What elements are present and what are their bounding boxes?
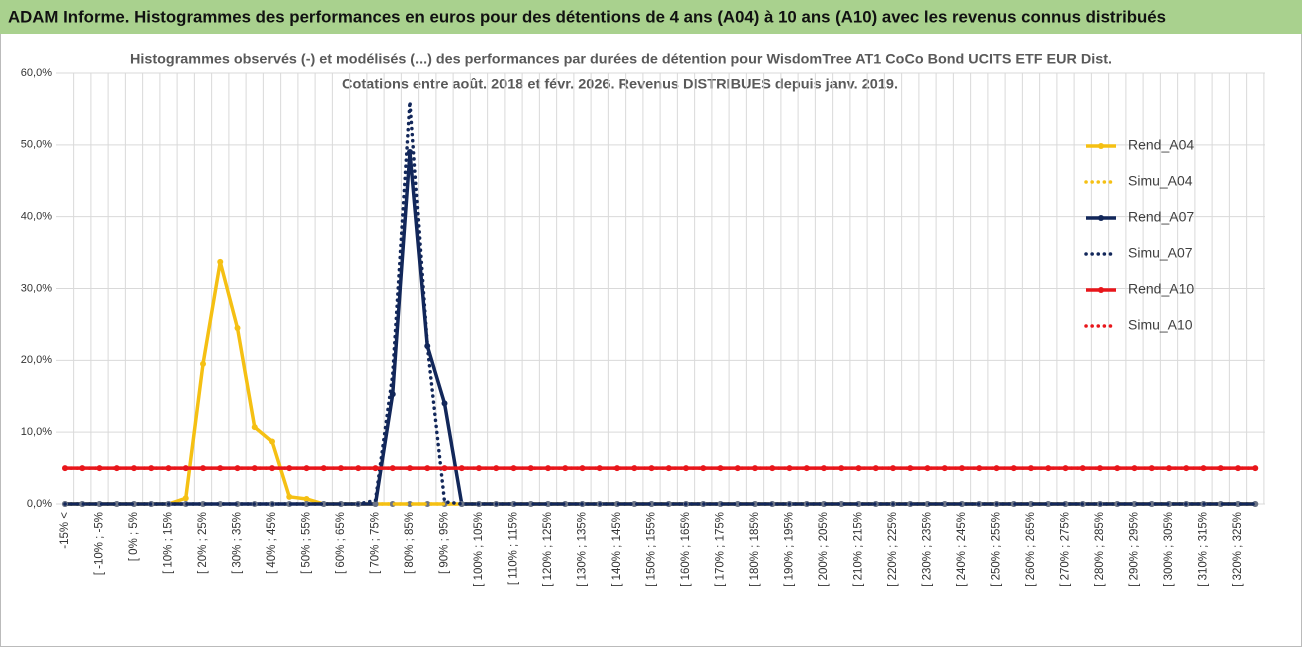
point [320,465,327,472]
point [1235,501,1241,507]
x-tick-label: [ 120% ; 125% [542,512,554,587]
point [734,501,741,507]
x-tick-label: [ 300% ; 305% [1163,512,1175,587]
point [303,465,310,472]
legend-marker [1098,287,1104,293]
point [941,501,948,507]
point [1010,465,1017,472]
y-tick-label: 60,0% [21,67,52,79]
x-tick-label: [ 80% ; 85% [404,512,416,574]
x-tick-label: [ 180% ; 185% [749,512,761,587]
point [614,465,620,472]
legend-marker [1098,143,1104,149]
x-tick-label: [ 240% ; 245% [956,512,968,587]
point [838,501,845,507]
x-tick-label: [ 260% ; 265% [1025,512,1037,587]
x-tick-label: [ 170% ; 175% [715,512,727,587]
point [269,438,275,445]
point [1217,465,1224,472]
legend-label: Rend_A04 [1128,137,1194,153]
x-tick-label: [ 160% ; 165% [680,512,692,587]
y-tick-label: 40,0% [21,211,52,223]
x-tick-label: [ 270% ; 275% [1060,512,1072,587]
point [217,258,224,265]
x-tick-label: [ 10% ; 15% [163,512,175,574]
point [407,465,413,472]
point [303,501,310,507]
point [907,465,914,472]
x-tick-label: [ 50% ; 55% [301,512,313,574]
legend-label: Simu_A07 [1128,245,1193,261]
x-tick-label: [ 150% ; 155% [646,512,658,587]
point [320,501,327,507]
point [1114,465,1121,472]
x-tick-label: [ 320% ; 325% [1232,512,1244,587]
legend-marker [1098,215,1104,221]
point [113,465,120,472]
point [631,501,638,507]
point [303,495,310,502]
x-tick-label: [ 0% ; 5% [128,512,140,561]
chart-title: Histogrammes observés (-) et modélisés (… [130,51,1112,67]
legend-label: Simu_A04 [1128,173,1193,189]
legend-label: Rend_A10 [1128,281,1194,297]
y-tick-label: 30,0% [21,282,52,294]
point [182,495,189,502]
point [407,149,413,156]
legend-label: Rend_A07 [1128,209,1194,225]
point [717,465,724,472]
x-tick-label: [ 280% ; 285% [1094,512,1106,587]
point [1045,501,1052,507]
y-tick-label: 50,0% [21,139,52,151]
x-tick-label: [ 90% ; 95% [439,512,451,574]
point [200,360,206,367]
x-tick-label: [ 230% ; 235% [922,512,934,587]
x-tick-label: [ 20% ; 25% [197,512,209,574]
point [545,501,551,507]
x-tick-label: [ 130% ; 135% [577,512,589,587]
point [407,501,413,507]
x-tick-label: [ 30% ; 35% [232,512,244,574]
x-tick-label: [ 220% ; 225% [887,512,899,587]
point [113,501,120,507]
y-tick-label: 0,0% [27,498,52,510]
x-tick-label: [ 200% ; 205% [818,512,830,587]
point [217,501,224,507]
x-tick-label: [ 70% ; 75% [370,512,382,574]
point [372,501,379,507]
x-tick-label: [ 210% ; 215% [853,512,865,587]
x-tick-label: [ 140% ; 145% [611,512,623,587]
point [286,493,293,500]
point [1148,501,1155,507]
x-tick-label: [ 40% ; 45% [266,512,278,574]
chart-subtitle: Cotations entre août. 2018 et févr. 2026… [342,76,898,92]
point [234,325,241,332]
x-tick-label: [ 190% ; 195% [784,512,796,587]
x-tick-label: -15% < [59,512,71,549]
point [217,465,224,472]
title-bar [0,0,1302,34]
y-tick-label: 20,0% [21,354,52,366]
x-tick-label: [ 60% ; 65% [335,512,347,574]
point [803,465,810,472]
point [1131,501,1138,507]
x-tick-label: [ 110% ; 115% [508,512,520,585]
point [510,465,517,472]
x-tick-label: [ 100% ; 105% [473,512,485,587]
x-tick-label: [ 310% ; 315% [1198,512,1210,587]
x-tick-label: [ -10% ; -5% [94,512,106,575]
x-tick-label: [ 250% ; 255% [991,512,1003,587]
series-line [63,99,1257,506]
y-tick-label: 10,0% [21,426,52,438]
point [821,465,827,472]
point [441,400,448,407]
page-title: ADAM Informe. Histogrammes des performan… [8,7,1166,26]
x-tick-label: [ 290% ; 295% [1129,512,1141,587]
legend-label: Simu_A10 [1128,317,1193,333]
point [251,424,258,431]
